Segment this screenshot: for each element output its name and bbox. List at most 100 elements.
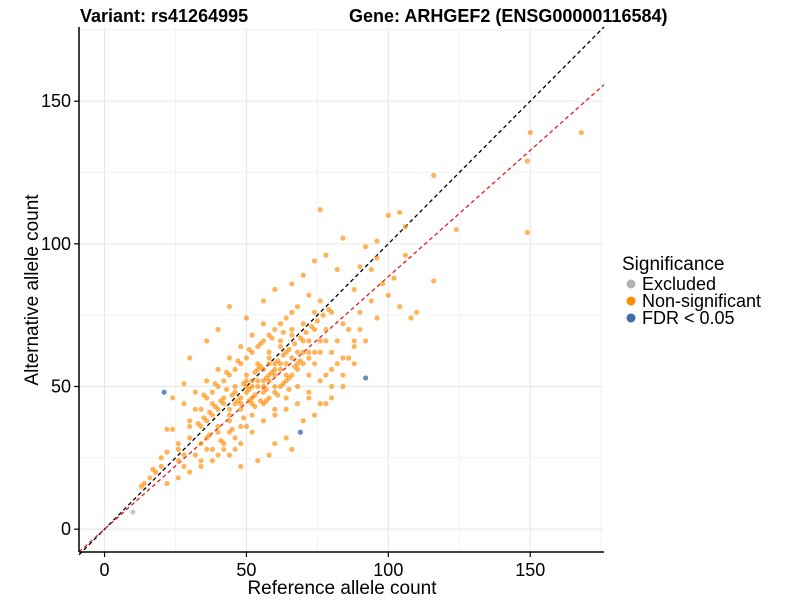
data-point-non-significant (340, 383, 346, 390)
data-point-non-significant (232, 435, 238, 441)
data-point-non-significant (294, 383, 301, 390)
data-point-non-significant (283, 315, 289, 321)
data-point-non-significant (272, 406, 278, 412)
data-point-non-significant (340, 355, 346, 361)
data-point-non-significant (385, 212, 391, 218)
data-point-non-significant (289, 332, 295, 338)
data-point-non-significant (280, 352, 286, 358)
data-point-non-significant (246, 346, 252, 353)
data-point-non-significant (277, 321, 284, 327)
data-point-non-significant (221, 378, 227, 384)
data-point-non-significant (215, 326, 221, 333)
data-point-non-significant (204, 446, 210, 452)
data-point-non-significant (297, 335, 303, 341)
data-point-non-significant (232, 446, 238, 452)
data-point-non-significant (158, 455, 164, 461)
data-point-non-significant (345, 326, 352, 333)
data-point-non-significant (272, 412, 278, 418)
data-point-non-significant (303, 329, 309, 335)
data-point-non-significant (397, 209, 403, 216)
data-point-non-significant (294, 304, 301, 310)
data-point-non-significant (187, 469, 193, 475)
data-point-non-significant (283, 395, 289, 401)
data-point-non-significant (374, 255, 380, 261)
data-point-non-significant (294, 401, 301, 407)
data-point-non-significant (317, 298, 323, 304)
data-point-non-significant (249, 332, 255, 338)
data-point-non-significant (363, 244, 369, 250)
data-point-non-significant (340, 372, 346, 378)
data-point-non-significant (266, 452, 272, 458)
data-point-non-significant (170, 426, 176, 432)
data-point-non-significant (289, 326, 295, 333)
data-point-non-significant (311, 349, 318, 355)
data-point-non-significant (323, 252, 329, 258)
data-point-non-significant (209, 458, 215, 464)
data-point-non-significant (431, 172, 437, 178)
data-point-non-significant (397, 304, 403, 310)
data-point-non-significant (317, 338, 323, 344)
data-point-non-significant (238, 343, 244, 350)
data-point-non-significant (402, 224, 408, 230)
legend: Significance ExcludedNon-significantFDR … (622, 254, 761, 328)
data-point-non-significant (306, 355, 312, 361)
x-axis-title: Reference allele count (247, 578, 437, 599)
data-point-non-significant (206, 432, 213, 438)
data-point-non-significant (272, 383, 278, 390)
data-point-non-significant (453, 226, 460, 233)
data-point-fdr-0-05 (297, 429, 303, 435)
data-point-non-significant (277, 361, 284, 367)
data-point-non-significant (300, 349, 306, 355)
legend-label-non-significant: Non-significant (642, 291, 761, 311)
data-point-non-significant (283, 435, 289, 441)
data-point-non-significant (223, 369, 230, 375)
data-point-non-significant (249, 378, 255, 384)
data-point-non-significant (252, 403, 258, 410)
data-point-non-significant (181, 381, 187, 387)
data-point-non-significant (309, 323, 315, 330)
data-point-non-significant (286, 386, 292, 392)
data-point-non-significant (192, 406, 198, 412)
data-point-non-significant (260, 298, 267, 304)
data-point-non-significant (243, 423, 250, 430)
data-point-non-significant (181, 463, 187, 470)
data-point-non-significant (243, 372, 250, 378)
data-point-non-significant (368, 298, 374, 304)
data-point-non-significant (280, 381, 286, 387)
data-point-non-significant (215, 366, 221, 372)
data-point-non-significant (252, 369, 258, 375)
data-point-non-significant (311, 412, 318, 418)
data-point-non-significant (238, 440, 244, 447)
data-point-non-significant (351, 361, 357, 367)
data-point-non-significant (306, 349, 312, 355)
data-point-non-significant (232, 366, 238, 372)
data-point-non-significant (170, 395, 176, 401)
data-point-non-significant (328, 383, 335, 390)
data-point-non-significant (275, 392, 281, 398)
legend-label-fdr-0-05: FDR < 0.05 (642, 308, 735, 328)
data-point-non-significant (306, 338, 312, 344)
data-point-non-significant (289, 355, 295, 361)
data-point-non-significant (292, 363, 298, 370)
data-point-non-significant (255, 378, 261, 384)
data-point-non-significant (212, 381, 218, 387)
data-point-non-significant (246, 398, 252, 404)
data-point-non-significant (292, 341, 298, 347)
data-point-non-significant (209, 446, 215, 452)
data-point-non-significant (243, 355, 250, 361)
data-point-non-significant (195, 421, 201, 427)
data-point-non-significant (277, 338, 284, 344)
x-tick-label: 150 (515, 560, 545, 580)
data-point-non-significant (280, 329, 286, 335)
data-point-non-significant (164, 426, 170, 432)
data-point-non-significant (326, 306, 332, 313)
data-point-non-significant (306, 292, 312, 298)
data-point-non-significant (158, 463, 164, 470)
data-point-non-significant (272, 440, 278, 447)
data-point-non-significant (226, 418, 233, 424)
y-tick-label: 0 (61, 519, 71, 539)
data-point-non-significant (249, 412, 255, 418)
data-point-non-significant (175, 475, 181, 481)
data-point-non-significant (212, 403, 218, 410)
